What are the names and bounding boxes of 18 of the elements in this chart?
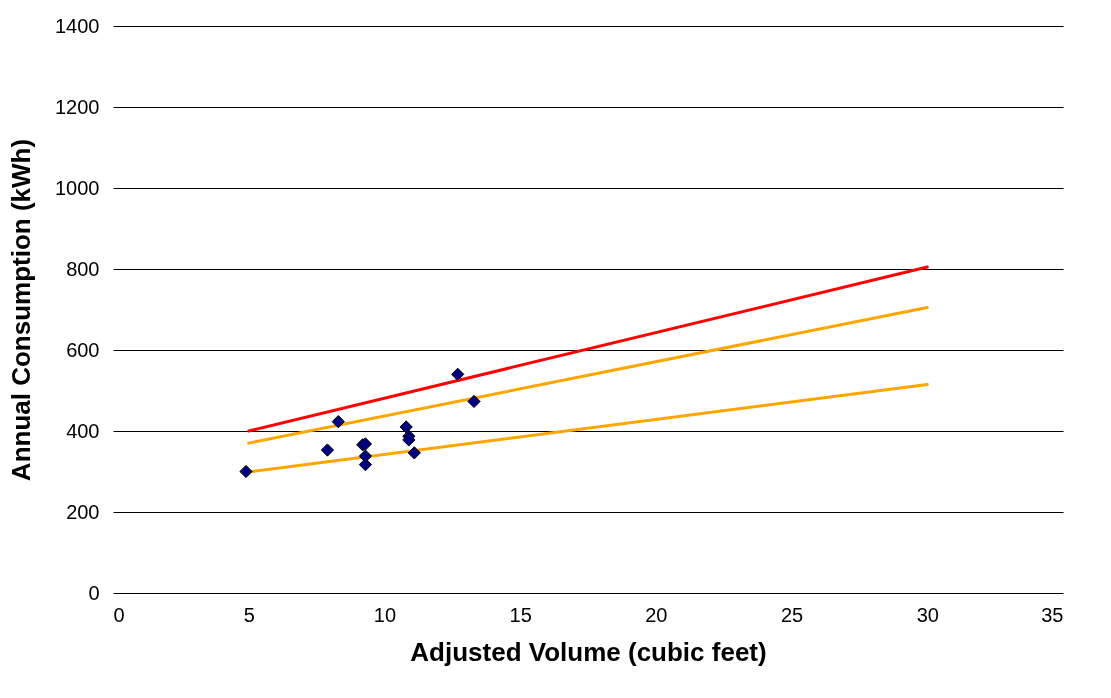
- x-tick-label: 20: [645, 603, 668, 626]
- x-axis-title: Adjusted Volume (cubic feet): [410, 636, 767, 667]
- y-tick-label: 800: [66, 257, 100, 280]
- y-tick-label: 1400: [55, 14, 100, 37]
- x-tick-label: 35: [1041, 603, 1064, 626]
- x-tick-label: 15: [509, 603, 532, 626]
- y-axis-title: Annual Consumption (kWh): [6, 138, 37, 482]
- y-tick-label: 1200: [55, 95, 100, 118]
- x-tick-label: 5: [243, 603, 255, 626]
- y-tick-label: 200: [66, 500, 100, 523]
- x-tick-label: 0: [113, 603, 125, 626]
- y-tick-label: 1000: [55, 176, 100, 199]
- x-tick-label: 25: [780, 603, 804, 626]
- y-tick-label: 600: [66, 338, 100, 361]
- y-tick-label: 0: [88, 581, 100, 604]
- x-tick-label: 10: [373, 603, 397, 626]
- x-tick-label: 30: [916, 603, 939, 626]
- y-tick-label: 400: [66, 419, 100, 442]
